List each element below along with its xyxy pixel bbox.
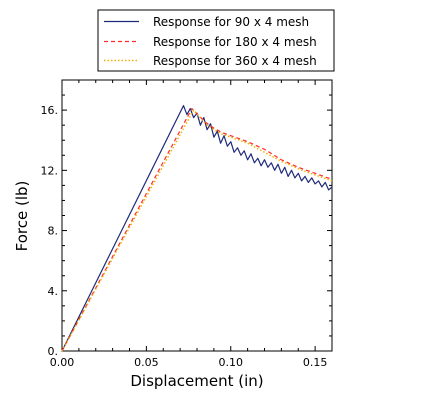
y-axis-label: Force (lb) (13, 181, 31, 252)
x-axis-label: Displacement (in) (130, 372, 263, 390)
series-layer (61, 104, 333, 352)
legend: Response for 90 x 4 mesh Response for 18… (97, 9, 335, 72)
legend-label-series-3: Response for 360 x 4 mesh (153, 54, 317, 68)
x-tick-label: 0.15 (303, 356, 328, 369)
series-line-1 (61, 104, 333, 352)
y-tick-label: 8. (48, 225, 59, 238)
series-line-3 (61, 109, 333, 352)
y-tick-label: 16. (41, 104, 59, 117)
x-tick-label: 0.10 (219, 356, 244, 369)
y-tick-label: 12. (41, 164, 59, 177)
y-tick-label: 4. (48, 285, 59, 298)
y-tick-label: 0. (48, 345, 59, 358)
legend-label-series-2: Response for 180 x 4 mesh (153, 35, 317, 49)
plot-frame (61, 79, 333, 352)
x-tick-label: 0.00 (50, 356, 75, 369)
legend-label-series-1: Response for 90 x 4 mesh (153, 15, 309, 29)
axis-ticks: 0.00 0.05 0.10 0.15 0. 4. 8. 12. 16. (41, 80, 332, 369)
legend-frame (97, 9, 335, 72)
x-tick-label: 0.05 (134, 356, 159, 369)
series-line-2 (61, 107, 333, 352)
